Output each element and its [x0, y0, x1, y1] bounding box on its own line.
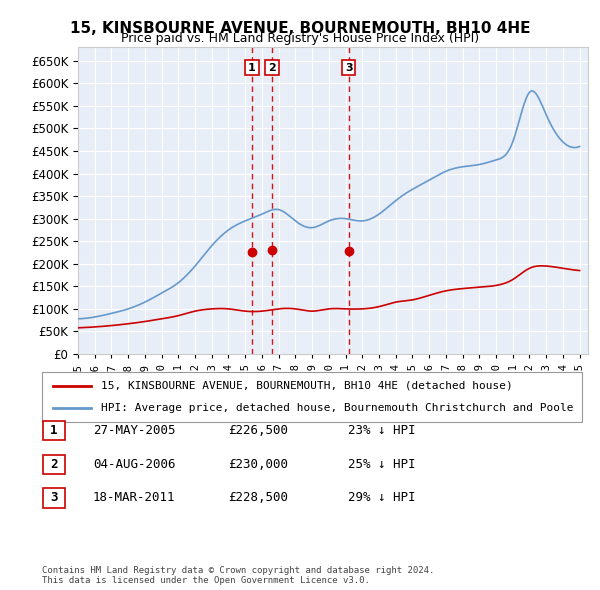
Text: 15, KINSBOURNE AVENUE, BOURNEMOUTH, BH10 4HE (detached house): 15, KINSBOURNE AVENUE, BOURNEMOUTH, BH10… [101, 381, 513, 391]
Text: 1: 1 [50, 424, 58, 437]
Text: HPI: Average price, detached house, Bournemouth Christchurch and Poole: HPI: Average price, detached house, Bour… [101, 403, 574, 413]
FancyBboxPatch shape [43, 455, 65, 474]
Text: 3: 3 [50, 491, 58, 504]
Text: 2: 2 [50, 458, 58, 471]
Text: 15, KINSBOURNE AVENUE, BOURNEMOUTH, BH10 4HE: 15, KINSBOURNE AVENUE, BOURNEMOUTH, BH10… [70, 21, 530, 35]
Text: £226,500: £226,500 [228, 424, 288, 437]
FancyBboxPatch shape [43, 421, 65, 440]
Text: 23% ↓ HPI: 23% ↓ HPI [348, 424, 415, 437]
Text: 29% ↓ HPI: 29% ↓ HPI [348, 491, 415, 504]
Text: 3: 3 [345, 63, 353, 73]
Text: £230,000: £230,000 [228, 458, 288, 471]
Text: 25% ↓ HPI: 25% ↓ HPI [348, 458, 415, 471]
Text: 18-MAR-2011: 18-MAR-2011 [93, 491, 176, 504]
Text: 27-MAY-2005: 27-MAY-2005 [93, 424, 176, 437]
FancyBboxPatch shape [43, 489, 65, 507]
Text: 2: 2 [268, 63, 276, 73]
Text: Contains HM Land Registry data © Crown copyright and database right 2024.
This d: Contains HM Land Registry data © Crown c… [42, 566, 434, 585]
Text: 1: 1 [248, 63, 256, 73]
FancyBboxPatch shape [42, 372, 582, 422]
Text: £228,500: £228,500 [228, 491, 288, 504]
Text: Price paid vs. HM Land Registry's House Price Index (HPI): Price paid vs. HM Land Registry's House … [121, 32, 479, 45]
Text: 04-AUG-2006: 04-AUG-2006 [93, 458, 176, 471]
